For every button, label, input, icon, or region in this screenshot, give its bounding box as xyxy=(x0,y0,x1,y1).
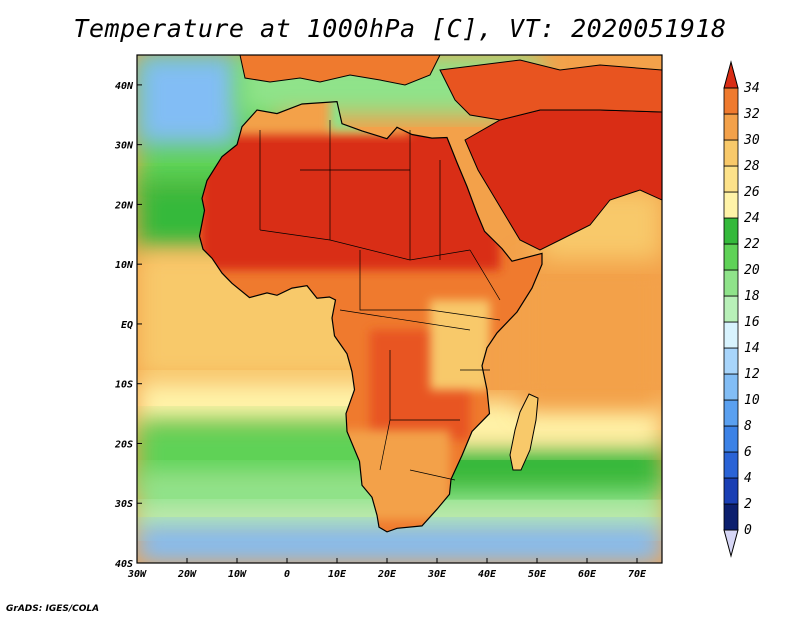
footer-credit: GrADS: IGES/COLA xyxy=(6,604,100,614)
y-tick-label: 40S xyxy=(115,559,133,570)
x-tick-label: 30E xyxy=(427,569,447,580)
plot-frame xyxy=(136,54,663,564)
colorbar-label: 26 xyxy=(744,185,760,200)
y-tick-label: 20N xyxy=(114,200,134,211)
colorbar-segment xyxy=(723,113,739,141)
x-tick-label: 60E xyxy=(578,569,597,580)
colorbar-segment xyxy=(723,503,739,531)
colorbar-label: 12 xyxy=(744,367,760,382)
colorbar-label: 4 xyxy=(744,471,752,486)
colorbar-label: 16 xyxy=(744,315,760,330)
x-tick-label: 50E xyxy=(528,569,547,580)
x-tick-label: 70E xyxy=(628,569,647,580)
colorbar-label: 18 xyxy=(744,289,760,304)
colorbar-label: 8 xyxy=(744,419,752,434)
x-tick-label: 20E xyxy=(377,569,397,580)
colorbar-segment xyxy=(723,295,739,323)
colorbar-label: 2 xyxy=(744,497,752,512)
colorbar-label: 10 xyxy=(744,393,760,408)
colorbar-label: 20 xyxy=(744,263,760,278)
y-tick-label: 10N xyxy=(115,260,134,271)
colorbar-label: 24 xyxy=(744,211,760,226)
colorbar-segment xyxy=(723,451,739,479)
chart-title: Temperature at 1000hPa [C], VT: 20200519… xyxy=(73,14,727,43)
y-tick-label: 20S xyxy=(114,439,133,450)
colorbar-label: 30 xyxy=(743,133,760,148)
colorbar-min-arrow xyxy=(723,529,739,558)
colorbar-label: 22 xyxy=(744,237,760,252)
y-tick-label: EQ xyxy=(121,320,133,331)
y-tick-label: 30N xyxy=(114,141,134,152)
x-tick-label: 40E xyxy=(478,569,497,580)
y-axis: 40N 30N 20N 10N EQ 10S 20S 30S 40S xyxy=(114,81,142,570)
colorbar-label: 14 xyxy=(744,341,760,356)
x-axis: 30W 20W 10W 0 10E 20E 30E 40E 50E 60E 70E xyxy=(127,558,647,580)
country-borders xyxy=(259,120,501,481)
colorbar-segment xyxy=(723,477,739,505)
colorbar-label: 32 xyxy=(743,107,760,122)
y-tick-label: 10S xyxy=(115,380,133,391)
colorbar-segment xyxy=(723,399,739,427)
africa-coastline xyxy=(198,100,543,533)
colorbar-segment xyxy=(723,87,739,115)
madagascar-island xyxy=(509,393,539,471)
colorbar-segment xyxy=(723,191,739,219)
colorbar-segment xyxy=(723,217,739,245)
x-tick-label: 20W xyxy=(177,569,197,580)
europe-fringe xyxy=(239,55,441,86)
colorbar-segment xyxy=(723,425,739,453)
y-tick-label: 30S xyxy=(114,499,133,510)
colorbar-segment xyxy=(723,321,739,349)
colorbar-label: 28 xyxy=(744,159,760,174)
colorbar-max-arrow xyxy=(723,60,739,89)
x-tick-label: 30W xyxy=(127,569,147,580)
turkey-levant xyxy=(439,59,662,121)
colorbar-label: 6 xyxy=(744,445,752,460)
colorbar-segment xyxy=(723,243,739,271)
colorbar-segment xyxy=(723,165,739,193)
colorbar-label: 0 xyxy=(744,523,752,538)
y-tick-label: 40N xyxy=(115,81,134,92)
colorbar-segment xyxy=(723,269,739,297)
x-tick-label: 10W xyxy=(228,569,247,580)
colorbar-label: 34 xyxy=(743,81,760,96)
x-tick-label: 0 xyxy=(284,569,290,580)
plot-area xyxy=(137,55,662,563)
colorbar-segment xyxy=(723,139,739,167)
colorbar-segment xyxy=(723,373,739,401)
x-tick-label: 10E xyxy=(328,569,347,580)
colorbar-segment xyxy=(723,347,739,375)
